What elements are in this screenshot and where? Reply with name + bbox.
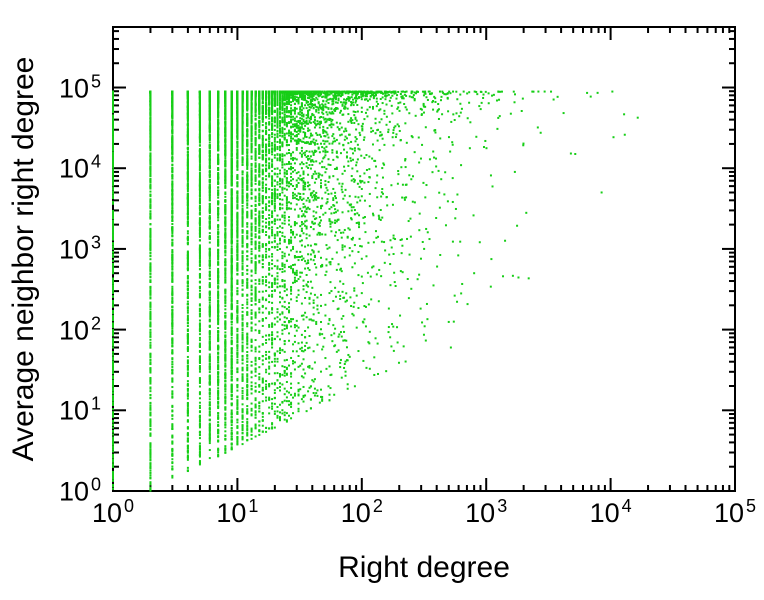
y-tick-label: 10 5 <box>58 71 101 104</box>
y-tick-label: 10 2 <box>58 313 101 346</box>
x-tick-label: 10 4 <box>589 496 632 528</box>
y-tick-label: 10 0 <box>58 474 101 507</box>
y-tick-label: 10 3 <box>58 232 101 265</box>
y-tick-label: 10 1 <box>58 393 101 426</box>
x-tick-label: 10 5 <box>713 496 757 528</box>
x-tick-label: 10 1 <box>216 496 259 528</box>
y-axis-title: Average neighbor right degree <box>7 56 40 462</box>
y-tick-label: 10 4 <box>58 151 101 184</box>
x-axis-title: Right degree <box>338 551 510 584</box>
x-tick-label: 10 3 <box>465 496 508 528</box>
x-tick-label: 10 2 <box>340 496 383 528</box>
x-tick-label: 10 0 <box>91 496 135 528</box>
